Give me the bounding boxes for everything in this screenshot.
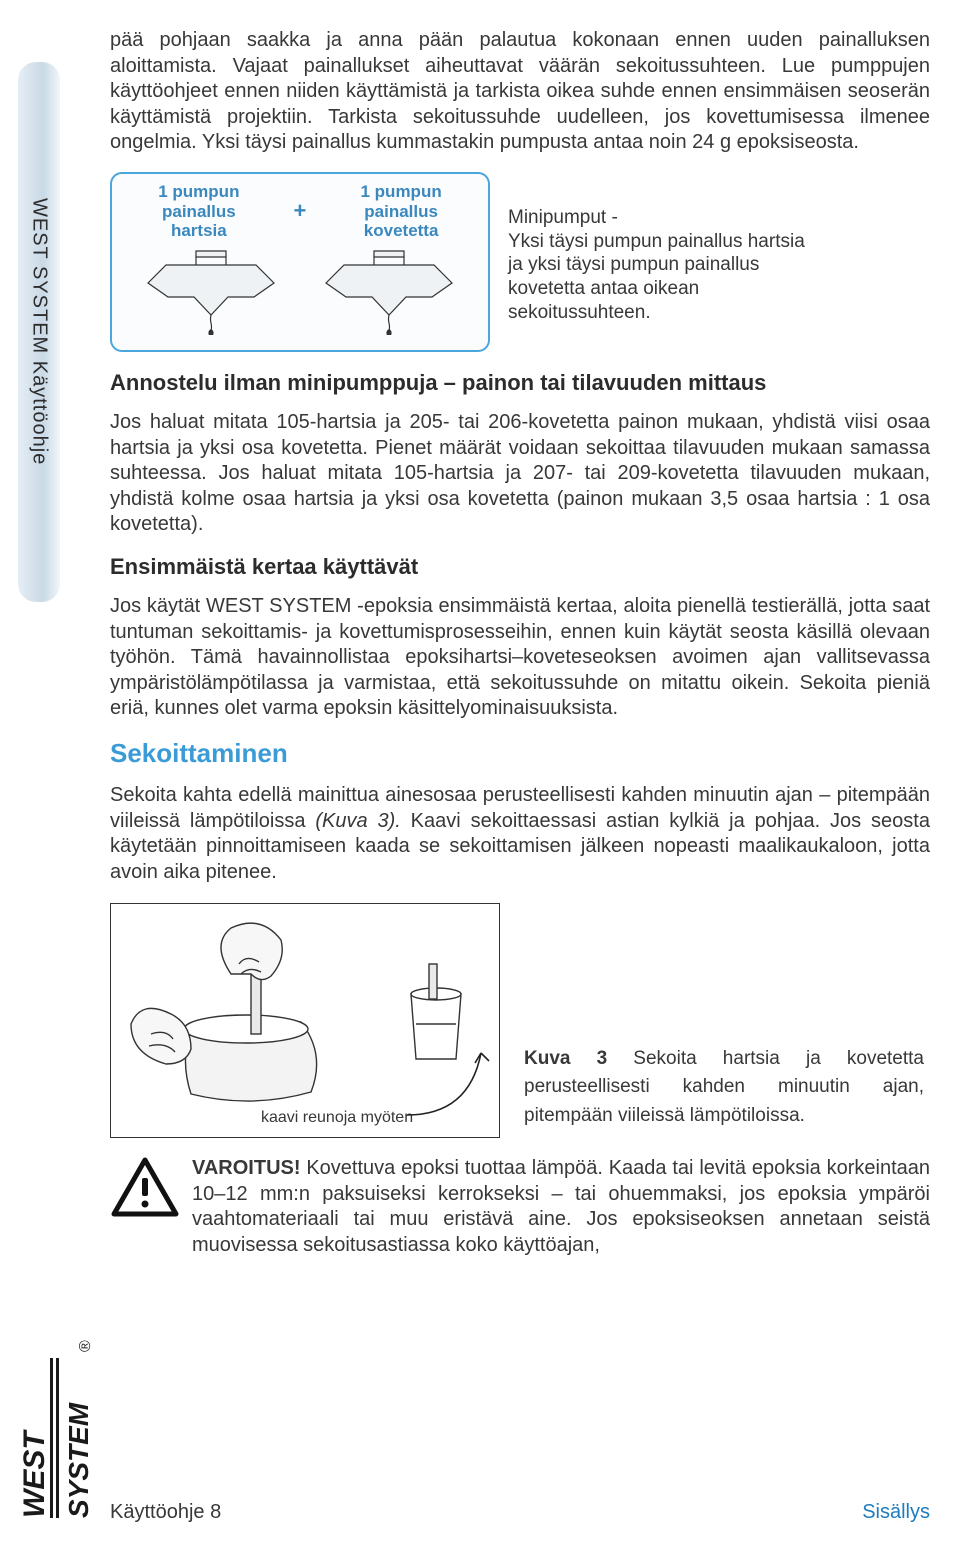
figure-number: Kuva 3 bbox=[524, 1048, 607, 1069]
para4-figure-ref: (Kuva 3). bbox=[315, 810, 400, 832]
pump-diagram-box: 1 pumpun painallus hartsia + 1 pumpun pa… bbox=[110, 172, 490, 352]
pump-label-resin: 1 pumpun painallus hartsia bbox=[134, 182, 264, 241]
heading-sekoittaminen: Sekoittaminen bbox=[110, 738, 930, 769]
page-content: pää pohjaan saakka ja anna pään palautua… bbox=[110, 28, 930, 1259]
pump-icon-hardener bbox=[314, 245, 464, 335]
side-tab-label: WEST SYSTEM Käyttöohje bbox=[28, 198, 51, 465]
page-footer: Käyttöohje 8 Sisällys bbox=[110, 1501, 930, 1524]
heading-ensimmaista: Ensimmäistä kertaa käyttävät bbox=[110, 554, 930, 580]
brand-logo: WEST SYSTEM ® bbox=[10, 1298, 98, 1518]
arrow-icon bbox=[399, 1033, 495, 1123]
paragraph-sekoittaminen: Sekoita kahta edellä mainittua ainesosaa… bbox=[110, 783, 930, 885]
svg-text:WEST: WEST bbox=[18, 1429, 51, 1518]
side-tab: WEST SYSTEM Käyttöohje bbox=[18, 62, 60, 602]
warning-block: VAROITUS! Kovettuva epoksi tuottaa lämpö… bbox=[110, 1156, 930, 1258]
pump-diagram-caption: Minipumput -Yksi täysi pumpun painallus … bbox=[508, 172, 808, 325]
paragraph-ensimmaista: Jos käytät WEST SYSTEM -epoksia ensimmäi… bbox=[110, 594, 930, 722]
mixing-figure-box: kaavi reunoja myöten bbox=[110, 903, 500, 1138]
paragraph-annostelu: Jos haluat mitata 105-hartsia ja 205- ta… bbox=[110, 410, 930, 538]
footer-page-number: Käyttöohje 8 bbox=[110, 1501, 221, 1524]
pump-label-hardener: 1 pumpun painallus kovetetta bbox=[336, 182, 466, 241]
mixing -figure-caption: Kuva 3 Sekoita hartsia ja kovetetta peru… bbox=[524, 1045, 924, 1139]
pump-diagram-row: 1 pumpun painallus hartsia + 1 pumpun pa… bbox=[110, 172, 930, 352]
warning-label: VAROITUS! bbox=[192, 1157, 301, 1179]
warning-text: VAROITUS! Kovettuva epoksi tuottaa lämpö… bbox=[192, 1156, 930, 1258]
svg-text:®: ® bbox=[77, 1340, 94, 1352]
svg-text:SYSTEM: SYSTEM bbox=[63, 1402, 94, 1518]
paragraph-intro: pää pohjaan saakka ja anna pään palautua… bbox=[110, 28, 930, 156]
warning-icon bbox=[110, 1156, 180, 1220]
mixing-figure-label: kaavi reunoja myöten bbox=[261, 1109, 413, 1127]
warning-body: Kovettuva epoksi tuottaa lämpöä. Kaada t… bbox=[192, 1157, 930, 1256]
mixing-figure-row: kaavi reunoja myöten Kuva 3 Sekoita hart… bbox=[110, 903, 930, 1138]
pump-icon-resin bbox=[136, 245, 286, 335]
footer-toc-link[interactable]: Sisällys bbox=[862, 1501, 930, 1524]
plus-icon: + bbox=[288, 198, 313, 224]
heading-annostelu: Annostelu ilman minipumppuja – painon ta… bbox=[110, 370, 930, 396]
